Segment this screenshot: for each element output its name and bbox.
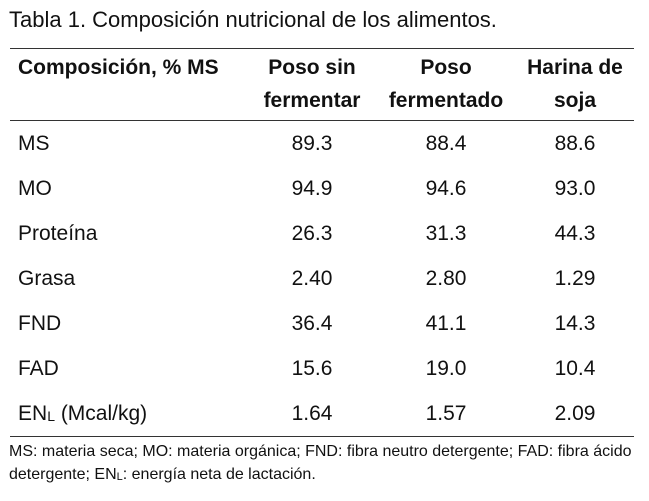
table-caption: Tabla 1. Composición nutricional de los … <box>9 7 497 32</box>
header-poso-fermentado: Poso fermentado <box>388 56 504 112</box>
row-label: MO <box>18 176 52 200</box>
row-label: ENL (Mcal/kg) <box>10 391 248 437</box>
cell-value: 10.4 <box>554 356 596 380</box>
table-row: Grasa 2.40 2.80 1.29 <box>10 256 634 301</box>
cell-value: 2.80 <box>425 266 467 290</box>
cell-value: 2.09 <box>554 401 596 425</box>
row-label-subscript: L <box>47 407 55 424</box>
cell-value: 1.57 <box>425 401 467 425</box>
cell-value: 15.6 <box>291 356 333 380</box>
footnote-subscript: L <box>116 471 123 483</box>
cell-value: 19.0 <box>425 356 467 380</box>
table-row: FND 36.4 41.1 14.3 <box>10 301 634 346</box>
cell-value: 31.3 <box>425 221 467 245</box>
cell-value: 88.4 <box>425 131 467 155</box>
table-header-row: Composición, % MS Poso sin fermentar Pos… <box>10 48 634 121</box>
cell-value: 44.3 <box>554 221 596 245</box>
table-footnote: MS: materia seca; MO: materia orgánica; … <box>9 440 645 489</box>
table-row: ENL (Mcal/kg) 1.64 1.57 2.09 <box>10 391 634 437</box>
nutrition-table: Composición, % MS Poso sin fermentar Pos… <box>10 48 634 437</box>
row-label: MS <box>18 131 50 155</box>
cell-value: 89.3 <box>291 131 333 155</box>
cell-value: 26.3 <box>291 221 333 245</box>
cell-value: 1.64 <box>291 401 333 425</box>
footnote-text-end: : energía neta de lactación. <box>122 466 316 483</box>
table-row: MO 94.9 94.6 93.0 <box>10 166 634 211</box>
row-label-unit: (Mcal/kg) <box>54 401 148 425</box>
row-label: Proteína <box>18 221 98 245</box>
cell-value: 1.29 <box>554 266 596 290</box>
row-label: FND <box>18 311 62 335</box>
table-row: FAD 15.6 19.0 10.4 <box>10 346 634 391</box>
header-harina-de-soja: Harina de soja <box>527 56 623 112</box>
cell-value: 36.4 <box>291 311 333 335</box>
cell-value: 88.6 <box>554 131 596 155</box>
cell-value: 94.6 <box>425 176 467 200</box>
cell-value: 94.9 <box>291 176 333 200</box>
row-label-base: EN <box>18 401 48 425</box>
cell-value: 14.3 <box>554 311 596 335</box>
row-label: Grasa <box>18 266 76 290</box>
row-label: FAD <box>18 356 59 380</box>
table-row: MS 89.3 88.4 88.6 <box>10 121 634 167</box>
header-composition: Composición, % MS <box>18 56 219 79</box>
footnote-text: MS: materia seca; MO: materia orgánica; … <box>9 443 632 483</box>
cell-value: 93.0 <box>554 176 596 200</box>
table-row: Proteína 26.3 31.3 44.3 <box>10 211 634 256</box>
header-poso-sin-fermentar: Poso sin fermentar <box>263 56 361 112</box>
cell-value: 2.40 <box>291 266 333 290</box>
cell-value: 41.1 <box>425 311 467 335</box>
